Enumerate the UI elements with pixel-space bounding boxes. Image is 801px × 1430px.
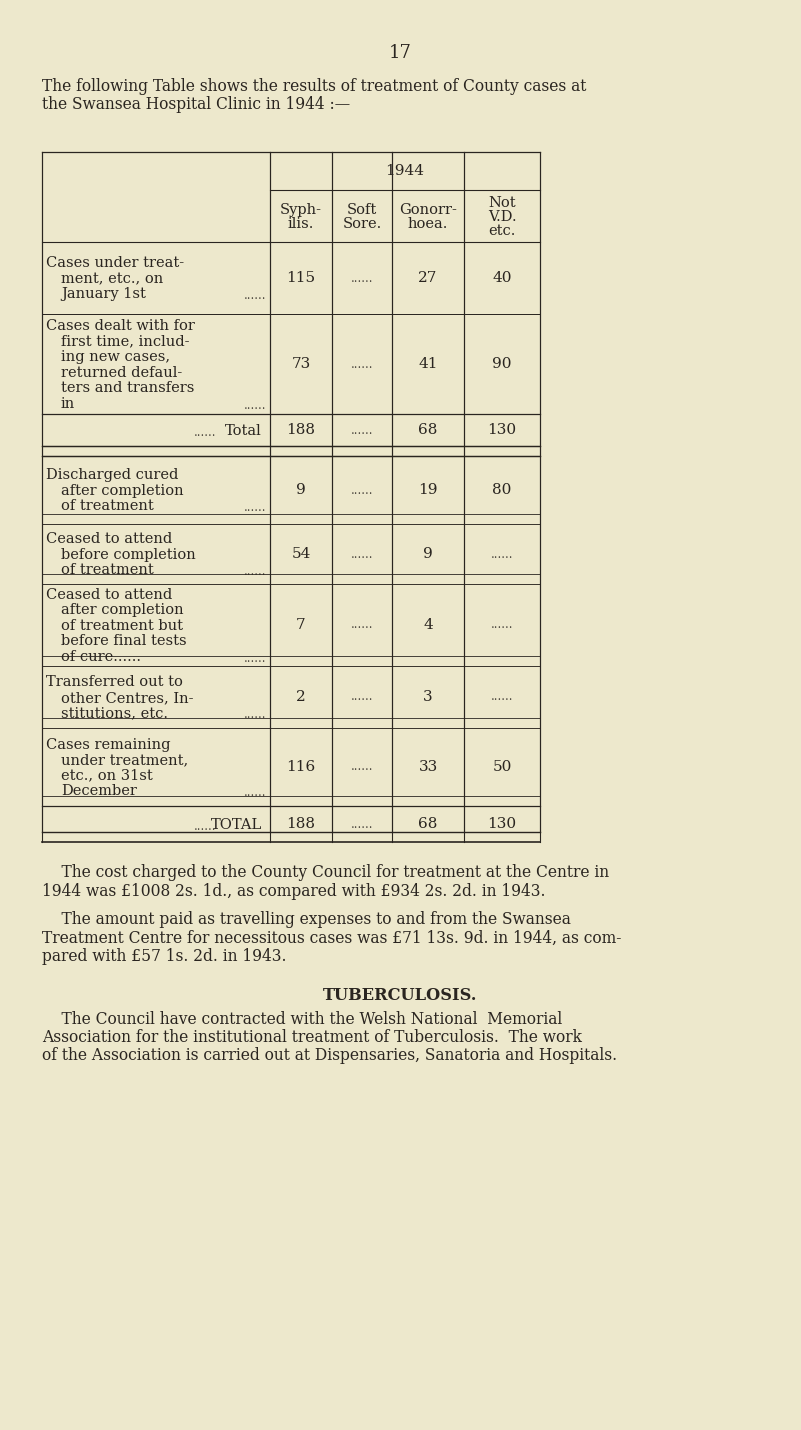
Text: 41: 41 bbox=[418, 358, 438, 370]
Text: ......: ...... bbox=[244, 708, 266, 721]
Text: ......: ...... bbox=[351, 423, 373, 436]
Text: in: in bbox=[61, 396, 75, 410]
Text: returned defaul-: returned defaul- bbox=[61, 366, 183, 379]
Text: ......: ...... bbox=[244, 565, 266, 578]
Text: Treatment Centre for necessitous cases was £71 13s. 9d. in 1944, as com-: Treatment Centre for necessitous cases w… bbox=[42, 930, 622, 947]
Text: Association for the institutional treatment of Tuberculosis.  The work: Association for the institutional treatm… bbox=[42, 1030, 582, 1045]
Text: ......: ...... bbox=[491, 619, 513, 632]
Text: Discharged cured: Discharged cured bbox=[46, 468, 179, 482]
Text: December: December bbox=[61, 784, 137, 798]
Text: ......: ...... bbox=[351, 761, 373, 774]
Text: 50: 50 bbox=[493, 759, 512, 774]
Text: 19: 19 bbox=[418, 483, 438, 498]
Text: ......: ...... bbox=[351, 818, 373, 831]
Text: of treatment: of treatment bbox=[61, 563, 154, 578]
Text: under treatment,: under treatment, bbox=[61, 754, 188, 766]
Text: other Centres, In-: other Centres, In- bbox=[61, 691, 194, 705]
Text: 1944: 1944 bbox=[385, 164, 425, 177]
Text: ......: ...... bbox=[491, 548, 513, 561]
Text: The following Table shows the results of treatment of County cases at: The following Table shows the results of… bbox=[42, 79, 586, 94]
Text: ......: ...... bbox=[244, 399, 266, 412]
Text: 188: 188 bbox=[287, 423, 316, 438]
Text: of the Association is carried out at Dispensaries, Sanatoria and Hospitals.: of the Association is carried out at Dis… bbox=[42, 1048, 617, 1064]
Text: Transferred out to: Transferred out to bbox=[46, 675, 183, 689]
Text: TUBERCULOSIS.: TUBERCULOSIS. bbox=[323, 987, 477, 1004]
Text: ment, etc., on: ment, etc., on bbox=[61, 272, 163, 286]
Text: 68: 68 bbox=[418, 423, 437, 438]
Text: The cost charged to the County Council for treatment at the Centre in: The cost charged to the County Council f… bbox=[42, 864, 609, 881]
Text: Ceased to attend: Ceased to attend bbox=[46, 588, 172, 602]
Text: Total: Total bbox=[225, 423, 262, 438]
Text: 73: 73 bbox=[292, 358, 311, 370]
Text: 130: 130 bbox=[488, 423, 517, 438]
Text: 7: 7 bbox=[296, 618, 306, 632]
Text: Cases under treat-: Cases under treat- bbox=[46, 256, 184, 270]
Text: ......: ...... bbox=[244, 502, 266, 515]
Text: The Council have contracted with the Welsh National  Memorial: The Council have contracted with the Wel… bbox=[42, 1011, 562, 1028]
Text: The amount paid as travelling expenses to and from the Swansea: The amount paid as travelling expenses t… bbox=[42, 911, 571, 928]
Text: of treatment: of treatment bbox=[61, 499, 154, 513]
Text: 80: 80 bbox=[493, 483, 512, 498]
Text: etc., on 31st: etc., on 31st bbox=[61, 768, 153, 782]
Text: of cure......: of cure...... bbox=[61, 649, 141, 664]
Text: Ceased to attend: Ceased to attend bbox=[46, 532, 172, 546]
Text: Soft: Soft bbox=[347, 203, 377, 217]
Text: first time, includ-: first time, includ- bbox=[61, 335, 190, 349]
Text: 116: 116 bbox=[287, 759, 316, 774]
Text: Not: Not bbox=[488, 196, 516, 210]
Text: ......: ...... bbox=[351, 272, 373, 285]
Text: stitutions, etc.: stitutions, etc. bbox=[61, 706, 168, 721]
Text: ......: ...... bbox=[351, 548, 373, 561]
Text: ......: ...... bbox=[351, 619, 373, 632]
Text: Cases dealt with for: Cases dealt with for bbox=[46, 319, 195, 333]
Text: January 1st: January 1st bbox=[61, 287, 146, 302]
Text: 115: 115 bbox=[287, 272, 316, 285]
Text: 3: 3 bbox=[423, 691, 433, 704]
Text: 40: 40 bbox=[493, 272, 512, 285]
Text: ......: ...... bbox=[351, 691, 373, 704]
Text: etc.: etc. bbox=[489, 225, 516, 237]
Text: ilis.: ilis. bbox=[288, 217, 314, 232]
Text: ......: ...... bbox=[491, 691, 513, 704]
Text: ing new cases,: ing new cases, bbox=[61, 350, 170, 365]
Text: 9: 9 bbox=[423, 548, 433, 561]
Text: the Swansea Hospital Clinic in 1944 :—: the Swansea Hospital Clinic in 1944 :— bbox=[42, 96, 350, 113]
Text: 27: 27 bbox=[418, 272, 437, 285]
Text: ......: ...... bbox=[244, 289, 266, 302]
Text: 130: 130 bbox=[488, 817, 517, 831]
Text: after completion: after completion bbox=[61, 483, 183, 498]
Text: Cases remaining: Cases remaining bbox=[46, 738, 171, 752]
Text: ......: ...... bbox=[244, 652, 266, 665]
Text: 17: 17 bbox=[388, 44, 412, 61]
Text: ......: ...... bbox=[351, 358, 373, 370]
Text: ......: ...... bbox=[244, 787, 266, 799]
Text: 90: 90 bbox=[493, 358, 512, 370]
Text: ......: ...... bbox=[194, 819, 216, 832]
Text: 1944 was £1008 2s. 1d., as compared with £934 2s. 2d. in 1943.: 1944 was £1008 2s. 1d., as compared with… bbox=[42, 882, 545, 899]
Text: ......: ...... bbox=[351, 483, 373, 496]
Text: of treatment but: of treatment but bbox=[61, 619, 183, 633]
Text: Gonorr-: Gonorr- bbox=[399, 203, 457, 217]
Text: pared with £57 1s. 2d. in 1943.: pared with £57 1s. 2d. in 1943. bbox=[42, 948, 287, 965]
Text: Syph-: Syph- bbox=[280, 203, 322, 217]
Text: before final tests: before final tests bbox=[61, 635, 187, 648]
Text: 2: 2 bbox=[296, 691, 306, 704]
Text: TOTAL: TOTAL bbox=[211, 818, 262, 832]
Text: 33: 33 bbox=[418, 759, 437, 774]
Text: 4: 4 bbox=[423, 618, 433, 632]
Text: ters and transfers: ters and transfers bbox=[61, 380, 195, 395]
Text: 9: 9 bbox=[296, 483, 306, 498]
Text: V.D.: V.D. bbox=[488, 210, 517, 225]
Text: after completion: after completion bbox=[61, 603, 183, 618]
Text: 54: 54 bbox=[292, 548, 311, 561]
Text: hoea.: hoea. bbox=[408, 217, 449, 232]
Text: Sore.: Sore. bbox=[342, 217, 381, 232]
Text: before completion: before completion bbox=[61, 548, 195, 562]
Text: 68: 68 bbox=[418, 817, 437, 831]
Text: ......: ...... bbox=[194, 426, 216, 439]
Text: 188: 188 bbox=[287, 817, 316, 831]
